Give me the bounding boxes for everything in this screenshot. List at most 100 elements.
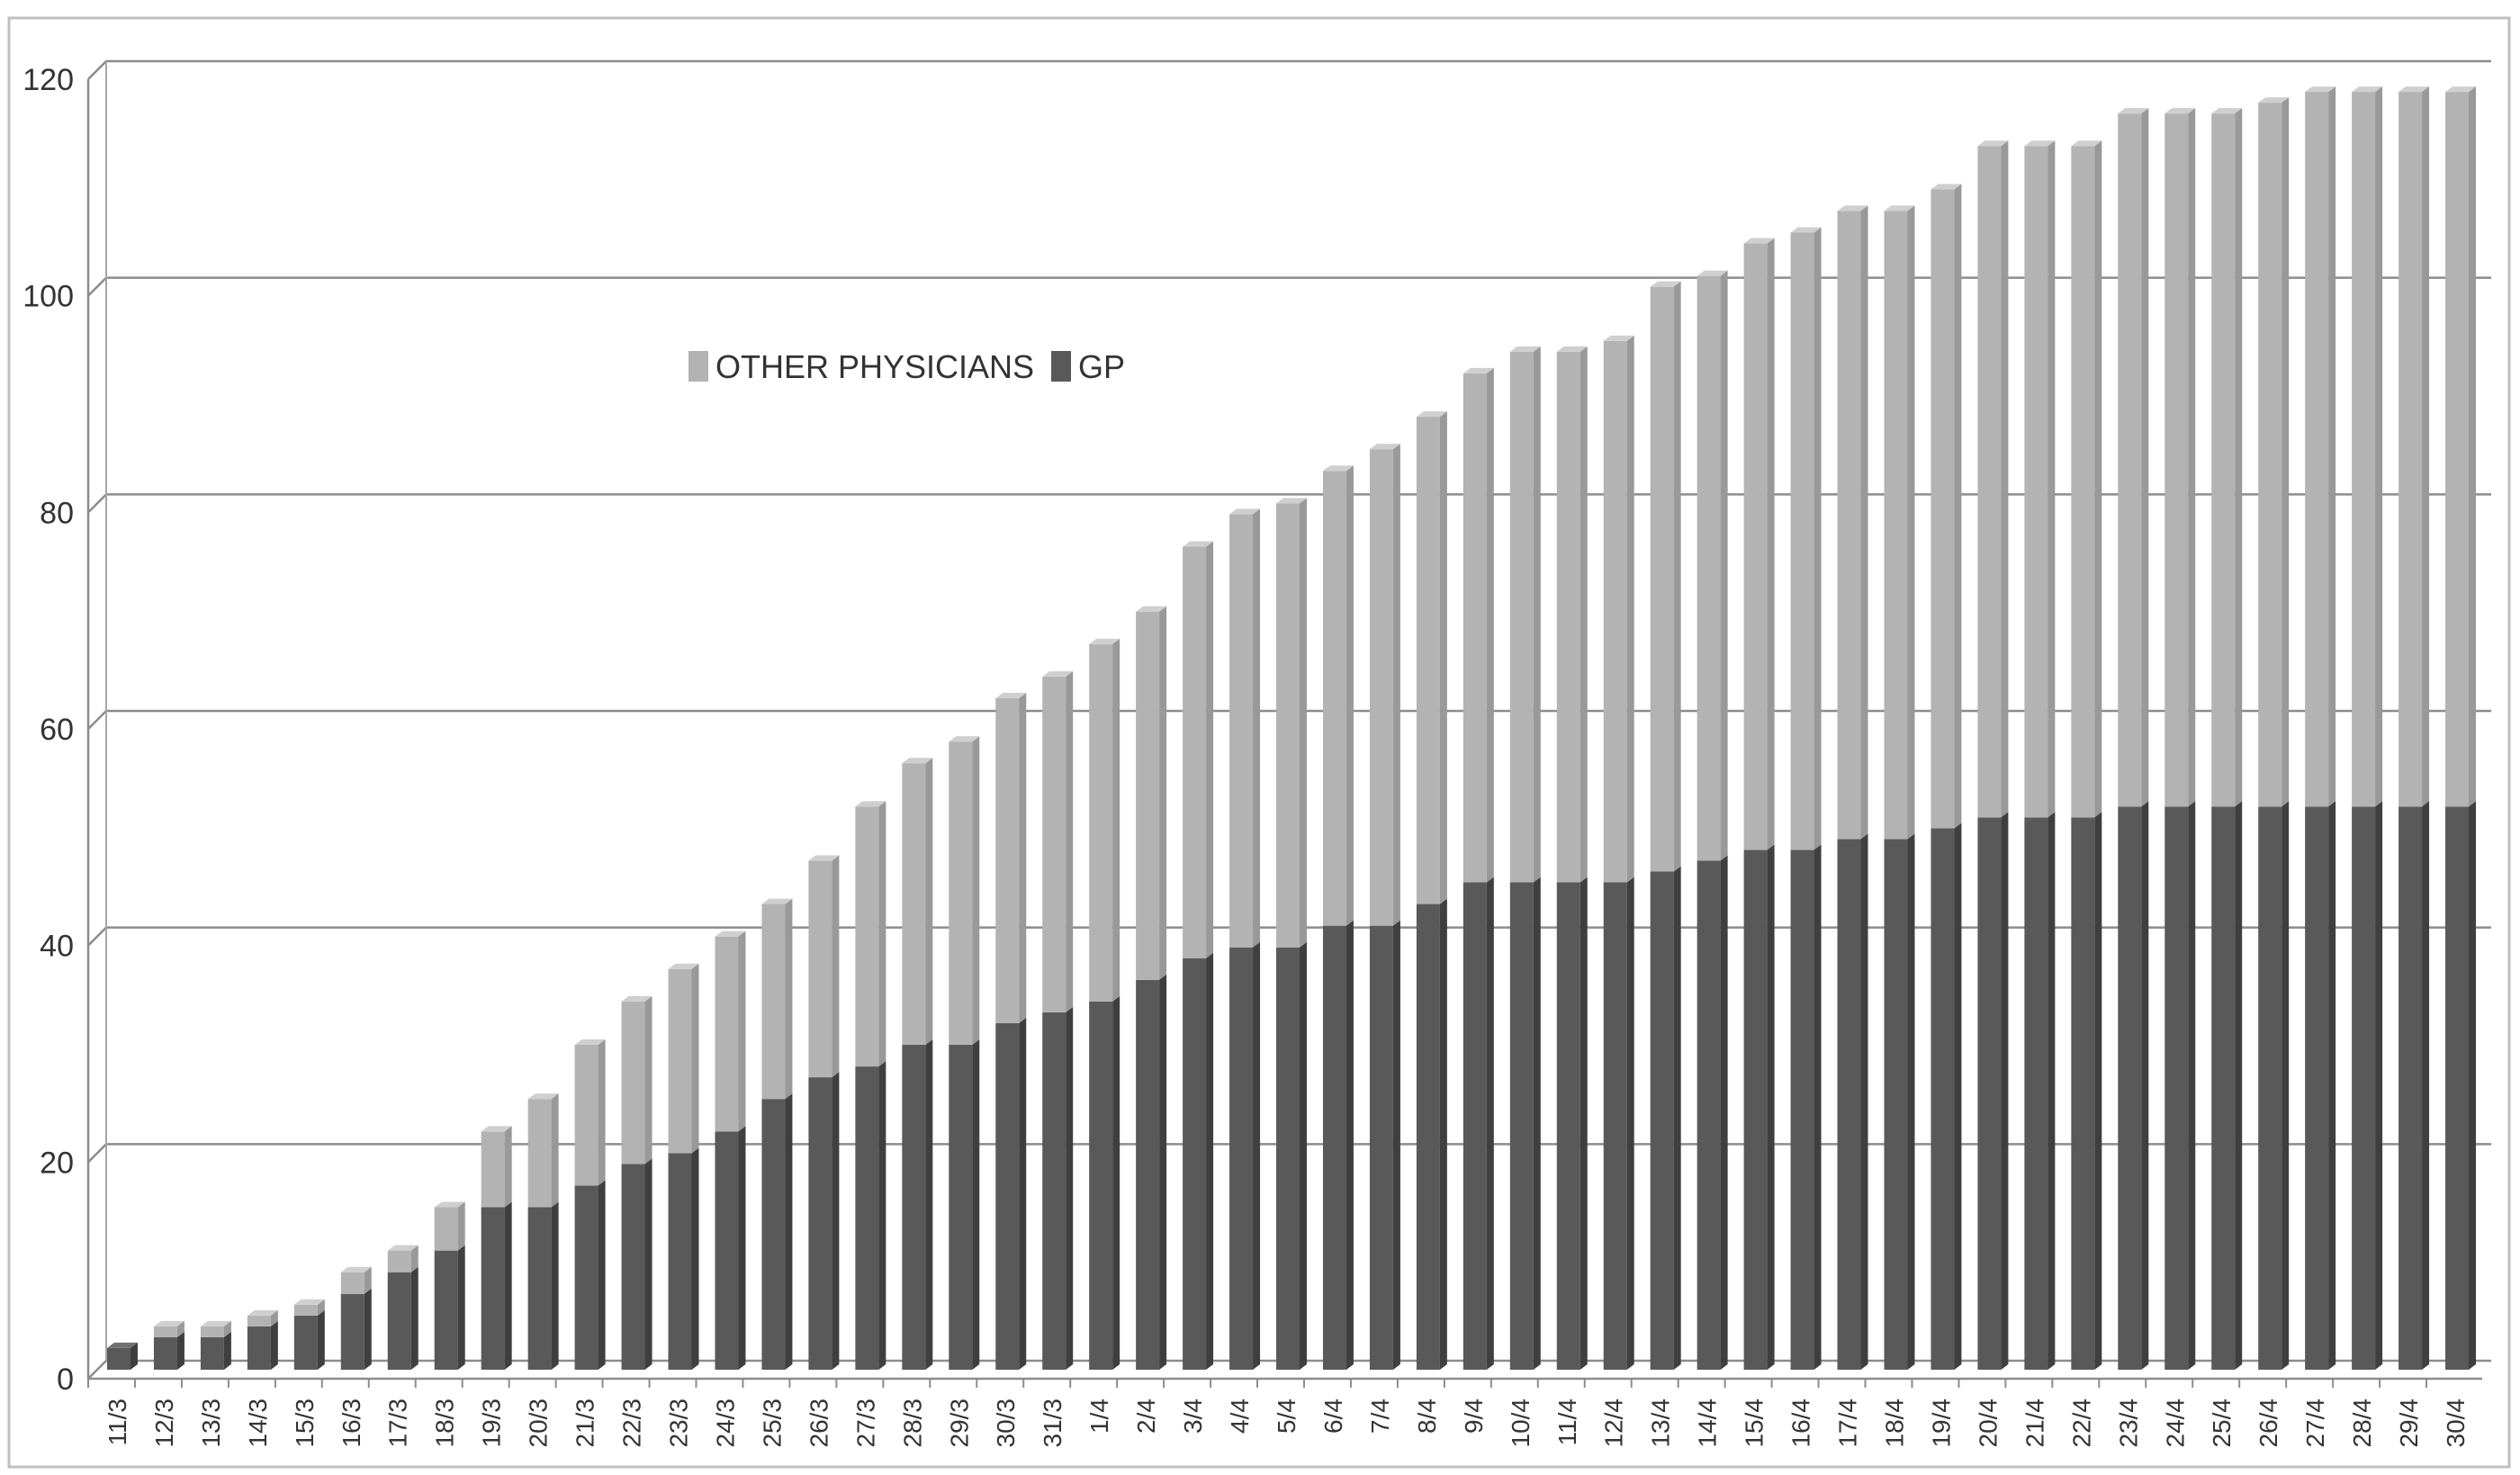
bar-top-face: [995, 692, 1027, 698]
bar-gp: [1930, 828, 1955, 1370]
bar-other-physicians: [995, 697, 1020, 1023]
bar-gp-side: [2235, 801, 2243, 1370]
bar-top-face: [387, 1245, 418, 1251]
bar-other-physicians: [761, 904, 786, 1100]
x-tick-label: 23/4: [2114, 1399, 2142, 1448]
bar-other-physicians: [2118, 113, 2142, 807]
bar-gp: [855, 1066, 879, 1370]
bar-gp-side: [364, 1288, 372, 1370]
bar-top-face: [2352, 86, 2383, 93]
x-tick-label: 12/3: [150, 1399, 178, 1448]
bar-gp: [1837, 839, 1861, 1370]
bar-other-physicians: [808, 860, 832, 1078]
legend-label-other-physicians: OTHER PHYSICIANS: [716, 348, 1034, 385]
y-tick-label: 100: [22, 280, 74, 314]
bar-other-physicians: [2071, 146, 2095, 818]
bar-gp: [715, 1131, 739, 1370]
bar-gp-side: [1907, 833, 1915, 1370]
bar-other-physicians: [1322, 471, 1346, 926]
bar-gp-side: [2282, 801, 2290, 1370]
bar-other-physicians: [1603, 340, 1627, 883]
bar-top-face: [2024, 140, 2056, 147]
bar-top-face: [1556, 346, 1588, 352]
x-tick-label: 13/4: [1647, 1399, 1675, 1448]
bars: [106, 86, 2477, 1370]
bar-other-physicians-side: [1392, 444, 1400, 926]
x-tick-label: 25/4: [2208, 1399, 2236, 1448]
bar-gp-side: [2141, 801, 2149, 1370]
bar-gp-side: [2375, 801, 2383, 1370]
bar-top-face: [1696, 270, 1728, 276]
y-tick-label: 80: [40, 496, 74, 530]
x-tick-label: 28/4: [2348, 1399, 2376, 1448]
bar-gp: [387, 1272, 411, 1370]
bar-top-face: [621, 995, 652, 1002]
bar-other-physicians-side: [2094, 140, 2102, 818]
bar-gp-side: [2328, 801, 2336, 1370]
bar-other-physicians: [293, 1304, 318, 1316]
bar-top-face: [434, 1201, 465, 1208]
bar-top-face: [153, 1320, 184, 1327]
bar-other-physicians: [1369, 449, 1393, 926]
bar-top-face: [481, 1126, 512, 1132]
bar-top-face: [2211, 108, 2243, 114]
bar-other-physicians-side: [1439, 411, 1447, 904]
bar-other-physicians-side: [2001, 140, 2009, 818]
bar-gp-side: [223, 1331, 231, 1370]
bar-gp: [1322, 925, 1346, 1370]
bar-other-physicians: [481, 1131, 505, 1208]
bar-gp-side: [270, 1320, 278, 1370]
bar-gp: [2071, 817, 2095, 1370]
bar-other-physicians-side: [2282, 97, 2290, 807]
bar-other-physicians-side: [1954, 184, 1962, 829]
bar-other-physicians: [1696, 275, 1721, 861]
bar-other-physicians-side: [1860, 205, 1868, 840]
bar-gp-side: [1954, 823, 1962, 1370]
bar-top-face: [1837, 205, 1868, 211]
x-tick-label: 19/4: [1927, 1399, 1955, 1448]
bar-top-face: [1743, 238, 1775, 244]
bar-top-face: [1229, 508, 1261, 515]
legend: OTHER PHYSICIANS GP: [688, 348, 1125, 385]
bar-top-face: [1509, 346, 1541, 352]
bar-gp-side: [1112, 995, 1120, 1370]
bar-gp: [808, 1077, 832, 1370]
x-tick-label: 22/3: [618, 1399, 646, 1448]
bar-gp: [1183, 958, 1207, 1370]
bar-gp-side: [551, 1201, 559, 1370]
bar-gp-side: [598, 1180, 606, 1370]
bar-other-physicians: [1276, 503, 1300, 948]
bar-gp-side: [1019, 1017, 1027, 1370]
bar-gp-side: [1580, 877, 1588, 1370]
y-tick-label: 120: [22, 63, 74, 97]
x-tick-label: 5/4: [1273, 1399, 1300, 1434]
bar-other-physicians-side: [878, 801, 886, 1067]
bar-gp-side: [1626, 877, 1634, 1370]
bar-gp: [1089, 1001, 1113, 1370]
bar-other-physicians: [340, 1272, 364, 1294]
bar-other-physicians: [1416, 417, 1440, 904]
bar-top-face: [949, 736, 980, 742]
bar-gp-side: [1253, 941, 1261, 1370]
bar-gp: [1790, 850, 1814, 1370]
bar-other-physicians-side: [1019, 692, 1027, 1023]
bar-other-physicians: [2352, 92, 2376, 807]
bar-other-physicians: [1462, 373, 1487, 883]
bar-gp: [2352, 806, 2376, 1370]
x-tick-label: 26/3: [805, 1399, 832, 1448]
bar-other-physicians: [621, 1001, 645, 1165]
bar-gp: [481, 1207, 505, 1370]
bar-gp: [2398, 806, 2423, 1370]
x-tick-label: 30/4: [2442, 1399, 2470, 1448]
bar-top-face: [1977, 140, 2009, 147]
tick-labels: 0 20 40 60 80 100 120 11/3 12/3 13/3 14/3 15/3 16/3 1…: [22, 63, 2470, 1448]
x-tick-label: 1/4: [1085, 1399, 1113, 1434]
bar-other-physicians: [668, 968, 692, 1154]
bar-gp-side: [1392, 920, 1400, 1370]
x-tick-label: 17/4: [1834, 1399, 1862, 1448]
bar-other-physicians-side: [738, 931, 746, 1132]
bar-other-physicians: [855, 806, 879, 1067]
x-tick-label: 12/4: [1600, 1399, 1628, 1448]
bar-gp: [2024, 817, 2048, 1370]
